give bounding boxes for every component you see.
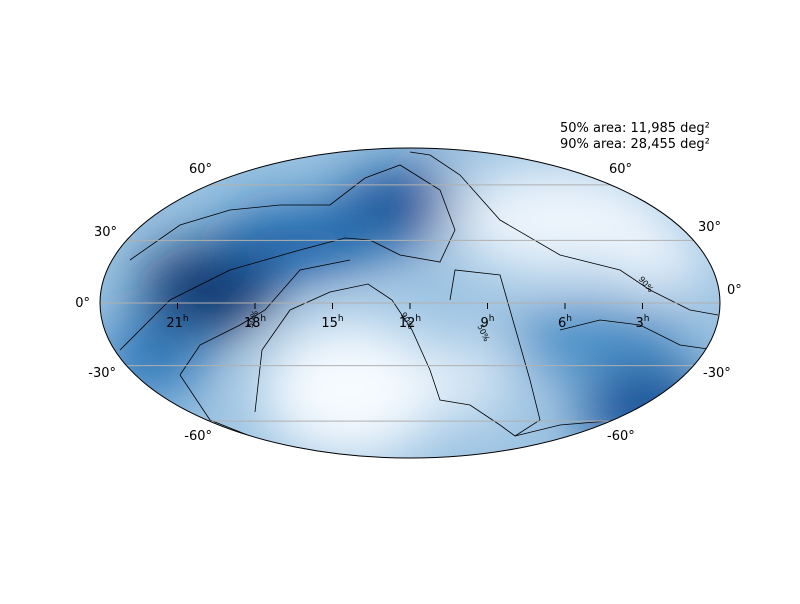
lat-label: -60°	[184, 429, 212, 444]
lat-label: 0°	[727, 283, 742, 298]
ra-unit: h	[260, 314, 266, 324]
lat-label: 0°	[75, 296, 90, 311]
ra-ticks	[177, 303, 643, 309]
ra-hour: 21	[166, 316, 183, 331]
map-boundary	[99, 147, 721, 459]
ra-hour: 3	[636, 316, 644, 331]
lat-label: 30°	[94, 225, 117, 240]
ra-label: 15h	[321, 314, 343, 331]
ra-hour: 6	[558, 316, 566, 331]
ra-label: 6h	[558, 314, 572, 331]
ra-label: 3h	[636, 314, 650, 331]
lat-label: -30°	[88, 366, 116, 381]
lat-label: 30°	[698, 220, 721, 235]
ra-hour: 18	[244, 316, 261, 331]
ra-unit: h	[183, 314, 189, 324]
area-90: 90% area: 28,455 deg²	[560, 137, 710, 152]
ra-unit: h	[338, 314, 344, 324]
ra-hour: 9	[481, 316, 489, 331]
ra-label: 9h	[481, 314, 495, 331]
ra-hour: 15	[321, 316, 338, 331]
ra-hour: 12	[399, 316, 416, 331]
ra-unit: h	[566, 314, 572, 324]
lat-label: 60°	[189, 162, 212, 177]
ra-label: 12h	[399, 314, 421, 331]
area-50: 50% area: 11,985 deg²	[560, 121, 710, 136]
ra-unit: h	[644, 314, 650, 324]
lat-label: -30°	[703, 366, 731, 381]
ra-unit: h	[489, 314, 495, 324]
ra-unit: h	[415, 314, 421, 324]
lat-label: -60°	[607, 429, 635, 444]
lat-label: 60°	[609, 162, 632, 177]
ra-label: 21h	[166, 314, 188, 331]
ra-label: 18h	[244, 314, 266, 331]
ra-labels: 21h 18h 15h 12h 9h 6h 3h	[166, 314, 649, 331]
